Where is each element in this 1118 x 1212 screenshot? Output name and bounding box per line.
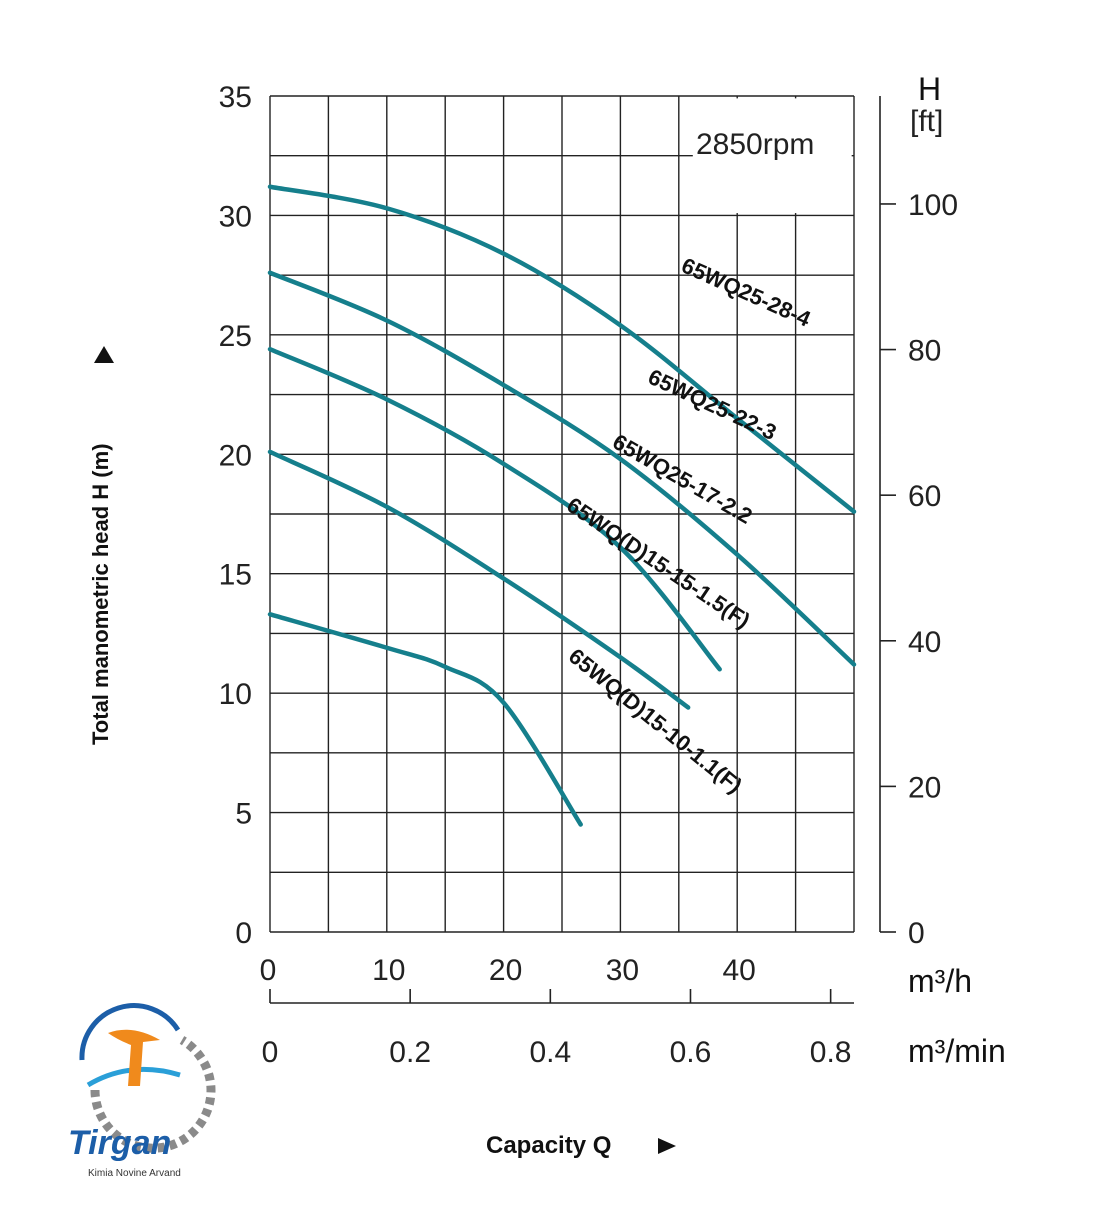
x-tick-label-m3min: 0.4 [529,1036,571,1069]
x-axis-arrow-icon [658,1138,676,1154]
chart-labels: 0 5 10 15 20 25 30 35 0 20 40 60 80 100 0 10 20 30 40 0 0.2 0… [219,81,958,1069]
curve-65WQ25-17-2.2 [267,346,722,672]
x-axis-label: Capacity Q [486,1132,611,1159]
y-axis-label: Total manometric head H (m) [88,443,113,745]
ft-tick-label: 60 [908,480,941,513]
logo-wordmark: Tirgan [68,1124,171,1162]
ft-tick-label: 0 [908,917,925,950]
y-tick-label: 5 [235,798,252,831]
x-tick-label-m3h: 30 [606,954,639,987]
x-tick-label-m3min: 0 [262,1036,279,1069]
performance-curves [267,184,857,827]
x-unit-m3min: m³/min [908,1033,1006,1069]
right-axis-unit-h: H [918,71,941,107]
x-tick-label-m3min: 0.2 [389,1036,431,1069]
y-tick-label: 30 [219,200,252,233]
chart-grid [269,95,896,1004]
ft-tick-label: 80 [908,335,941,368]
speed-label: 2850rpm [696,128,814,161]
curve-65WQ25-28-4 [267,184,857,514]
curve-65WQ(D)15-10-1.1(F) [267,612,583,827]
y-tick-label: 25 [219,320,252,353]
x-tick-label-m3min: 0.8 [810,1036,852,1069]
ft-tick-label: 40 [908,626,941,659]
x-unit-m3h: m³/h [908,963,972,999]
ft-tick-label: 20 [908,771,941,804]
y-tick-label: 35 [219,81,252,114]
curve-65WQ25-22-3 [267,270,857,667]
speed-label-box [692,98,852,214]
curve-label: 65WQ25-22-3 [644,364,780,445]
y-tick-label: 15 [219,559,252,592]
x-tick-label-m3min: 0.6 [670,1036,712,1069]
logo-tagline: Kimia Novine Arvand [88,1168,181,1179]
y-axis-arrow-icon [94,346,114,363]
curve-label: 65WQ25-28-4 [678,253,815,332]
x-tick-label-m3h: 0 [260,954,277,987]
tirgan-logo: Tirgan Kimia Novine Arvand [68,1003,216,1179]
logo-gear-icon [90,1036,216,1153]
x-tick-label-m3h: 20 [489,954,522,987]
x-tick-label-m3h: 40 [723,954,756,987]
right-axis-unit-ft: [ft] [910,105,943,138]
y-tick-label: 20 [219,439,252,472]
y-tick-label: 10 [219,678,252,711]
curve-65WQ(D)15-15-1.5(F) [267,449,691,710]
ft-tick-label: 100 [908,189,958,222]
x-tick-label-m3h: 10 [372,954,405,987]
y-tick-label: 0 [235,917,252,950]
